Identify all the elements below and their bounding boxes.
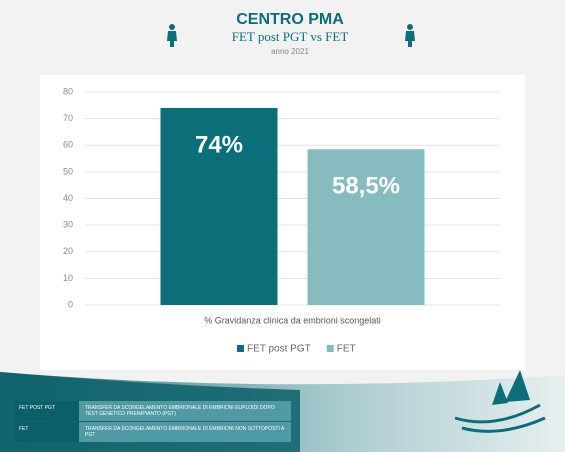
- table-row: FET POST PGT TRANSFER DA SCONGELAMENTO EM…: [15, 401, 291, 421]
- bar: [307, 149, 425, 305]
- legend-label: FET post PGT: [247, 344, 311, 355]
- y-tick-label: 80: [63, 86, 73, 96]
- chart-panel: [40, 75, 525, 370]
- table-cell: TRANSFER DA SCONGELAMENTO EMBRIONALE DI …: [85, 426, 285, 438]
- y-tick-label: 10: [63, 273, 73, 283]
- legend-label: FET: [337, 344, 356, 355]
- x-tick-label: % Gravidanza clinica da embrioni scongel…: [204, 315, 381, 325]
- icon-right: [405, 24, 415, 47]
- chart-subtitle: FET post PGT vs FET: [232, 29, 349, 44]
- legend-table: FET POST PGT TRANSFER DA SCONGELAMENTO EM…: [15, 401, 291, 443]
- table-cell: FET: [15, 422, 79, 442]
- bar: [160, 107, 278, 305]
- logo: [454, 370, 546, 433]
- table-cell: TRANSFER DA SCONGELAMENTO EMBRIONALE DI …: [85, 405, 275, 417]
- y-tick-label: 70: [63, 113, 73, 123]
- table-cell: FET POST PGT: [15, 401, 79, 421]
- legend-swatch: [326, 345, 334, 352]
- chart-title: CENTRO PMA: [236, 11, 344, 28]
- y-tick-label: 40: [63, 193, 73, 203]
- y-tick-label: 30: [63, 220, 73, 230]
- data-label: 58,5%: [332, 173, 400, 200]
- y-tick-label: 0: [68, 299, 73, 309]
- data-label: 74%: [195, 131, 243, 158]
- icon-left: [167, 24, 177, 47]
- y-tick-label: 20: [63, 246, 73, 256]
- table-row: FET TRANSFER DA SCONGELAMENTO EMBRIONALE …: [15, 422, 291, 442]
- legend-swatch: [237, 345, 244, 352]
- chart-note: anno 2021: [271, 47, 309, 56]
- y-tick-label: 60: [63, 140, 73, 150]
- y-tick-label: 50: [63, 166, 73, 176]
